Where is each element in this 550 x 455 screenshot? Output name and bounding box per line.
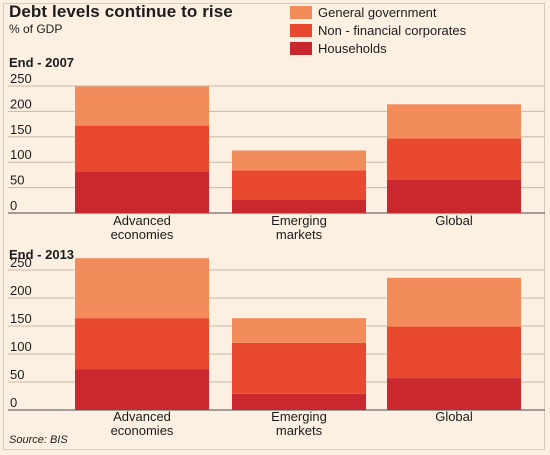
bar-general-government-global — [387, 104, 521, 139]
x-category-label: Emerging — [271, 409, 327, 424]
chart-title: Debt levels continue to rise — [9, 2, 233, 21]
legend-label: General government — [318, 5, 437, 20]
bar-general-government-emerging-markets — [232, 318, 366, 343]
legend: General government Non - financial corpo… — [290, 4, 542, 58]
bar-general-government-advanced-economies — [75, 86, 209, 126]
x-category-label: Advanced — [113, 213, 171, 228]
chart-subtitle: % of GDP — [9, 22, 63, 36]
legend-swatch-households — [290, 42, 312, 55]
y-tick-label: 200 — [10, 96, 32, 111]
y-tick-label: 50 — [10, 367, 24, 382]
legend-label: Households — [318, 41, 387, 56]
x-category-label: markets — [276, 227, 323, 242]
bar-non-financial-corporates-emerging-markets — [232, 170, 366, 200]
y-tick-label: 50 — [10, 173, 24, 188]
legend-item-households: Households — [290, 40, 542, 57]
y-tick-label: 250 — [10, 71, 32, 86]
legend-label: Non - financial corporates — [318, 23, 467, 38]
y-tick-label: 200 — [10, 283, 32, 298]
bar-households-advanced-economies — [75, 369, 209, 410]
x-category-label: economies — [111, 227, 174, 242]
bar-non-financial-corporates-advanced-economies — [75, 318, 209, 370]
panel-title-2007: End - 2007 — [9, 55, 75, 70]
x-category-label: economies — [111, 423, 174, 438]
x-category-label: Global — [435, 409, 473, 424]
y-tick-label: 100 — [10, 147, 32, 162]
chart-frame — [3, 3, 545, 450]
legend-swatch-general-government — [290, 6, 312, 19]
x-category-label: Global — [435, 213, 473, 228]
x-category-label: Advanced — [113, 409, 171, 424]
y-tick-label: 0 — [10, 395, 17, 410]
bar-households-emerging-markets — [232, 393, 366, 410]
bar-non-financial-corporates-emerging-markets — [232, 342, 366, 394]
bar-non-financial-corporates-global — [387, 138, 521, 180]
bar-households-global — [387, 378, 521, 410]
y-tick-label: 100 — [10, 339, 32, 354]
bar-households-global — [387, 179, 521, 213]
x-category-label: markets — [276, 423, 323, 438]
y-tick-label: 0 — [10, 198, 17, 213]
bar-general-government-advanced-economies — [75, 258, 209, 319]
bar-non-financial-corporates-global — [387, 326, 521, 379]
y-tick-label: 150 — [10, 122, 32, 137]
y-tick-label: 250 — [10, 255, 32, 270]
bar-households-emerging-markets — [232, 199, 366, 213]
panel-title-2013: End - 2013 — [9, 247, 75, 262]
legend-item-general-government: General government — [290, 4, 542, 21]
x-category-label: Emerging — [271, 213, 327, 228]
bar-non-financial-corporates-advanced-economies — [75, 125, 209, 172]
y-tick-label: 150 — [10, 311, 32, 326]
bar-general-government-global — [387, 277, 521, 327]
source-note: Source: BIS — [9, 434, 68, 446]
legend-item-non-financial-corporates: Non - financial corporates — [290, 22, 542, 39]
bar-general-government-emerging-markets — [232, 150, 366, 171]
bar-households-advanced-economies — [75, 171, 209, 213]
legend-swatch-non-financial-corporates — [290, 24, 312, 37]
